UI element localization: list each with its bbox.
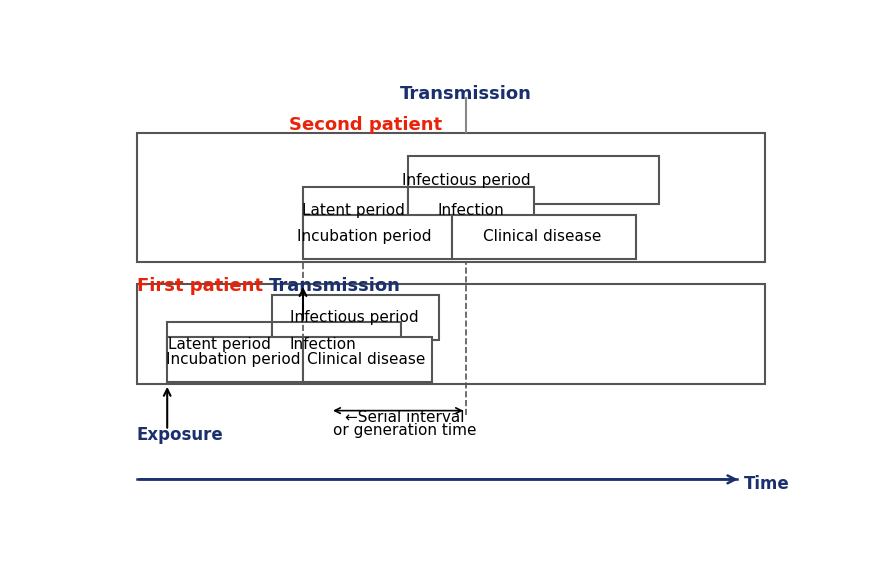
Bar [167,322,272,366]
Bar [408,156,660,204]
Bar [137,134,765,262]
Text: Incubation period: Incubation period [297,229,431,244]
Text: Latent period: Latent period [302,203,406,218]
Bar [167,338,303,382]
Text: First patient: First patient [137,278,263,295]
Text: Exposure: Exposure [137,426,223,444]
Text: or generation time: or generation time [333,423,477,438]
Text: ←Serial interval: ←Serial interval [345,410,464,425]
Text: Latent period: Latent period [168,336,271,351]
Bar [272,295,439,340]
Bar [408,187,533,233]
Text: Infection: Infection [437,203,504,218]
Text: Second patient: Second patient [289,116,442,134]
Text: Incubation period: Incubation period [166,352,301,367]
Text: Clinical disease: Clinical disease [483,229,601,244]
Text: Transmission: Transmission [400,85,532,103]
Bar [272,322,401,366]
Text: Time: Time [745,475,790,493]
Text: Transmission: Transmission [269,278,401,295]
Bar [303,338,432,382]
Bar [137,284,765,384]
Bar [303,215,452,259]
Text: Infectious period: Infectious period [290,310,418,325]
Text: Infectious period: Infectious period [401,172,530,188]
Text: Infection: Infection [290,336,357,351]
Bar [452,215,636,259]
Bar [303,187,408,233]
Text: Clinical disease: Clinical disease [307,352,426,367]
